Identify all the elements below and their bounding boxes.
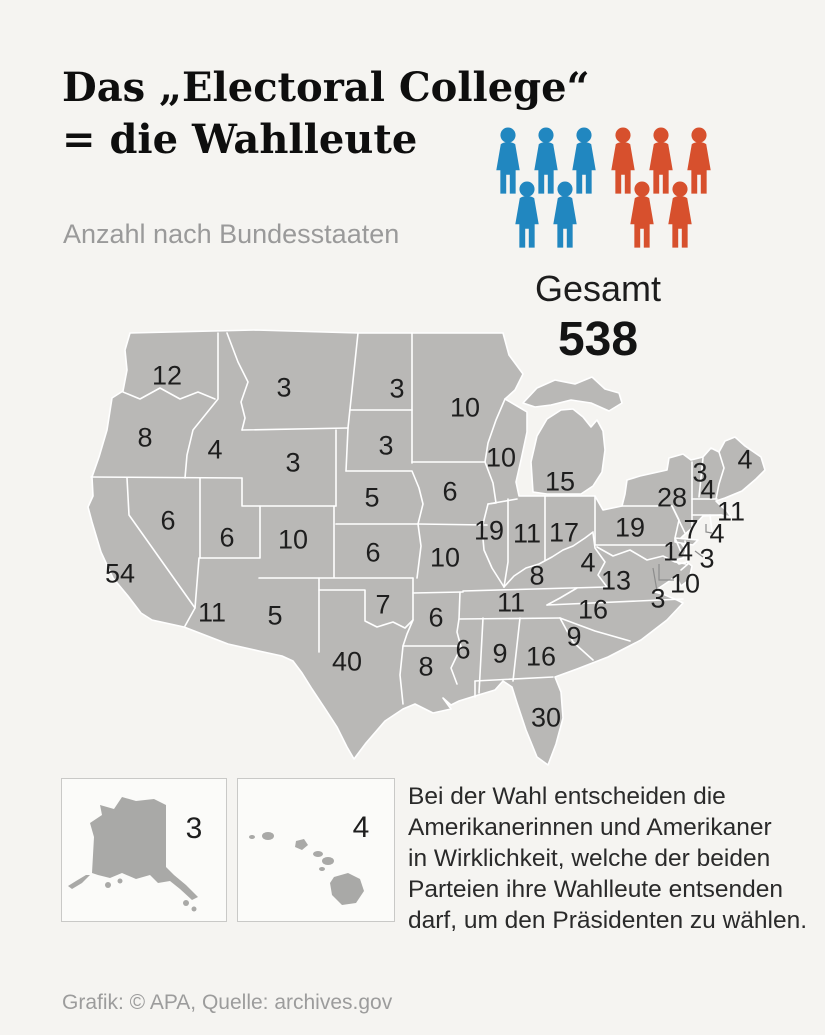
people-icons bbox=[496, 127, 711, 248]
state-value-ct: 7 bbox=[683, 514, 699, 545]
total-block: Gesamt 538 bbox=[478, 268, 718, 367]
person-icon bbox=[534, 127, 558, 194]
person-icon bbox=[553, 181, 577, 248]
state-value-pa: 19 bbox=[614, 512, 646, 543]
person-icon bbox=[687, 127, 711, 194]
credit-line: Grafik: © APA, Quelle: archives.gov bbox=[62, 991, 393, 1014]
state-value-vt: 3 bbox=[692, 457, 708, 488]
state-value-id: 4 bbox=[207, 434, 223, 465]
state-value-ma: 11 bbox=[716, 496, 746, 527]
state-value-wa: 12 bbox=[151, 360, 183, 391]
hawaii-inset: 4 bbox=[237, 778, 395, 922]
state-value-co: 10 bbox=[277, 524, 309, 555]
person-icon bbox=[668, 181, 692, 248]
alaska-inset: 3 bbox=[61, 778, 227, 922]
page-title: Das „Electoral College“ = die Wahlleute bbox=[62, 62, 622, 166]
state-value-sc: 9 bbox=[566, 621, 582, 652]
state-value-wi: 10 bbox=[485, 442, 517, 473]
page-title-line1: Das „Electoral College“ bbox=[62, 64, 590, 111]
hawaii-shape bbox=[249, 832, 364, 905]
alaska-votes: 3 bbox=[185, 812, 203, 845]
state-value-la: 8 bbox=[418, 651, 434, 682]
state-value-nd: 3 bbox=[389, 373, 405, 404]
person-icon bbox=[611, 127, 635, 194]
state-value-tx: 40 bbox=[331, 646, 363, 677]
explainer-text: Bei der Wahl entscheiden die Amerikanerin… bbox=[408, 781, 818, 936]
state-value-ms: 6 bbox=[455, 634, 471, 665]
state-value-tn: 11 bbox=[496, 587, 526, 618]
state-value-ok: 7 bbox=[375, 589, 391, 620]
state-value-mo: 10 bbox=[429, 542, 461, 573]
state-value-dc: 3 bbox=[650, 583, 666, 614]
explainer-line: darf, um den Präsidenten zu wählen. bbox=[408, 907, 808, 934]
us-map-svg bbox=[87, 329, 766, 766]
state-borders bbox=[90, 332, 725, 705]
label-leader-lines bbox=[652, 524, 713, 592]
state-value-mn: 10 bbox=[449, 392, 481, 423]
alaska-shape bbox=[68, 797, 198, 912]
person-icon bbox=[515, 181, 539, 248]
state-value-ia: 6 bbox=[442, 476, 458, 507]
state-value-or: 8 bbox=[137, 422, 153, 453]
state-value-ut: 6 bbox=[219, 522, 235, 553]
state-value-wy: 3 bbox=[285, 447, 301, 478]
hawaii-votes: 4 bbox=[352, 811, 370, 844]
page-title-line2: = die Wahlleute bbox=[62, 116, 418, 163]
state-value-nj: 14 bbox=[662, 536, 694, 567]
state-value-ks: 6 bbox=[365, 537, 381, 568]
long-island-shape bbox=[674, 537, 699, 546]
explainer-line: Amerikanerinnen und Amerikaner bbox=[408, 814, 772, 841]
state-value-sd: 3 bbox=[378, 430, 394, 461]
state-value-fl: 30 bbox=[530, 702, 562, 733]
us-map: 12 8 54 6 4 6 11 3 3 10 5 3 3 5 6 7 40 10 6 10 6 8 10 19 6 15 11 8 1… bbox=[55, 300, 785, 780]
state-value-nc: 16 bbox=[577, 594, 609, 625]
state-value-mt: 3 bbox=[276, 372, 292, 403]
state-value-ar: 6 bbox=[428, 602, 444, 633]
michigan-lower-peninsula-shape bbox=[530, 408, 606, 495]
us-mainland-shape bbox=[87, 329, 766, 766]
electors-pictogram bbox=[496, 127, 711, 248]
state-value-va: 13 bbox=[600, 565, 632, 596]
state-value-ca: 54 bbox=[104, 558, 136, 589]
state-value-md: 10 bbox=[669, 568, 701, 599]
state-value-oh: 17 bbox=[548, 517, 580, 548]
state-value-mi: 15 bbox=[544, 466, 576, 497]
michigan-upper-peninsula-shape bbox=[522, 376, 623, 412]
person-icon bbox=[572, 127, 596, 194]
state-value-ga: 16 bbox=[525, 641, 557, 672]
state-value-il: 19 bbox=[473, 515, 505, 546]
state-value-wv: 4 bbox=[580, 547, 596, 578]
state-value-ne: 5 bbox=[364, 482, 380, 513]
state-value-nv: 6 bbox=[160, 505, 176, 536]
state-value-ny: 28 bbox=[656, 482, 688, 513]
state-value-az: 11 bbox=[197, 597, 227, 628]
explainer-line: Bei der Wahl entscheiden die bbox=[408, 783, 726, 810]
state-value-nm: 5 bbox=[267, 600, 283, 631]
page-subtitle: Anzahl nach Bundesstaaten bbox=[63, 219, 400, 249]
explainer-line: Parteien ihre Wahlleute entsenden bbox=[408, 876, 784, 903]
person-icon bbox=[649, 127, 673, 194]
person-icon bbox=[496, 127, 520, 194]
total-value: 538 bbox=[557, 313, 639, 366]
total-label: Gesamt bbox=[534, 268, 662, 309]
state-value-al: 9 bbox=[492, 638, 508, 669]
person-icon bbox=[630, 181, 654, 248]
state-value-in: 11 bbox=[512, 518, 542, 549]
state-value-ri: 4 bbox=[709, 518, 725, 549]
state-value-me: 4 bbox=[737, 444, 753, 475]
state-value-de: 3 bbox=[699, 543, 715, 574]
state-value-ky: 8 bbox=[529, 560, 545, 591]
state-value-nh: 4 bbox=[700, 474, 716, 505]
explainer-line: in Wirklichkeit, welche der beiden bbox=[408, 845, 771, 872]
